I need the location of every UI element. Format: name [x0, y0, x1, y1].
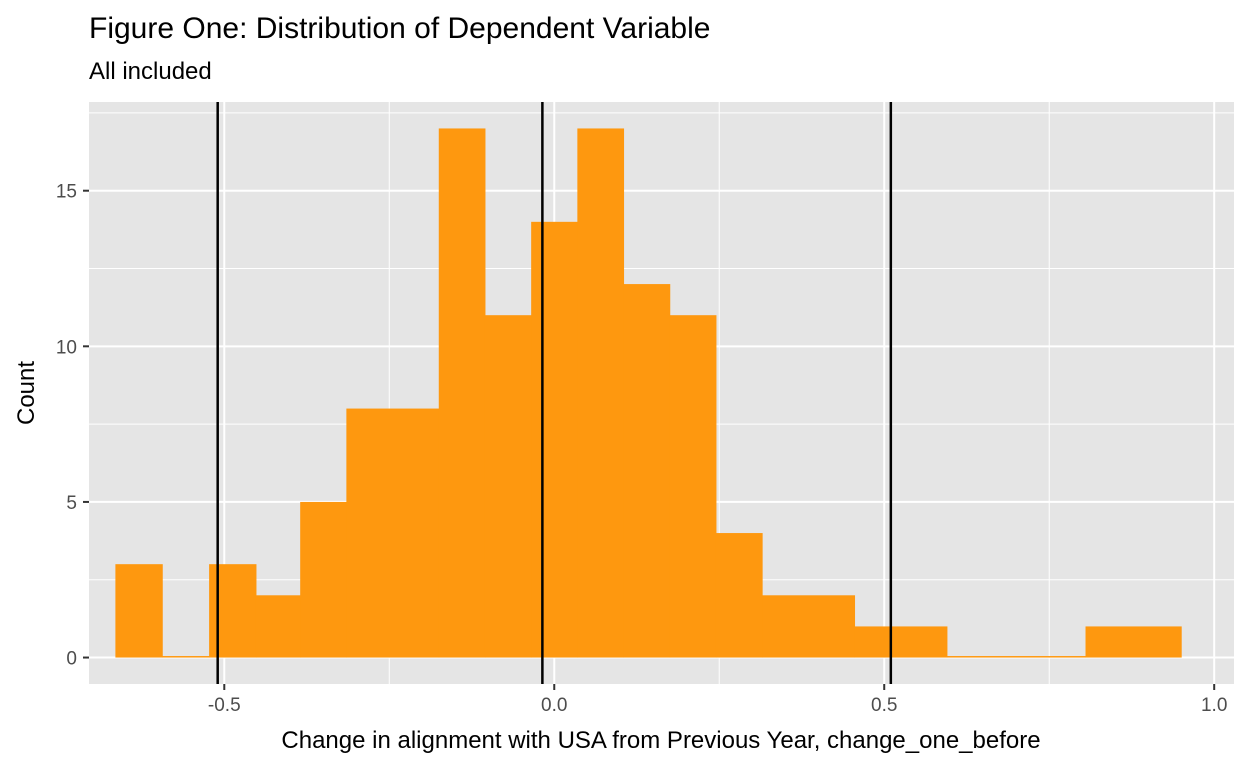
y-tick-label: 0 — [66, 649, 77, 670]
y-axis-title: Count — [13, 361, 40, 425]
histogram-bar — [438, 128, 486, 658]
histogram-bar — [946, 656, 1087, 658]
histogram-bar — [255, 595, 301, 658]
histogram-bars — [115, 128, 1182, 658]
histogram-bar — [115, 564, 163, 658]
y-tick-label: 15 — [56, 182, 77, 203]
x-tick-label: 0.0 — [541, 695, 567, 716]
histogram-bar — [346, 408, 440, 658]
x-tick-label: 1.0 — [1201, 695, 1227, 716]
y-tick-label: 10 — [56, 337, 77, 358]
histogram-bar — [162, 656, 210, 658]
histogram-bar — [715, 533, 763, 658]
histogram-bar — [300, 501, 347, 658]
histogram-bar — [762, 595, 856, 658]
x-axis-title: Change in alignment with USA from Previo… — [281, 727, 1040, 754]
chart-subtitle: All included — [89, 58, 212, 85]
y-tick-label: 5 — [66, 493, 77, 514]
histogram-bar — [209, 564, 257, 658]
histogram-bar — [577, 128, 625, 658]
x-tick-label: -0.5 — [208, 695, 241, 716]
histogram-bar — [531, 221, 578, 658]
histogram-bar — [669, 315, 717, 658]
histogram-bar — [854, 626, 948, 658]
chart-title: Figure One: Distribution of Dependent Va… — [89, 12, 711, 45]
histogram-bar — [1085, 626, 1182, 658]
reference-lines — [216, 102, 893, 684]
x-tick-label: 0.5 — [871, 695, 897, 716]
histogram-bar — [484, 315, 532, 658]
axes: -0.5 0.0 0.5 1.0 0 5 10 15 — [56, 182, 1228, 716]
histogram-bar — [623, 284, 671, 658]
